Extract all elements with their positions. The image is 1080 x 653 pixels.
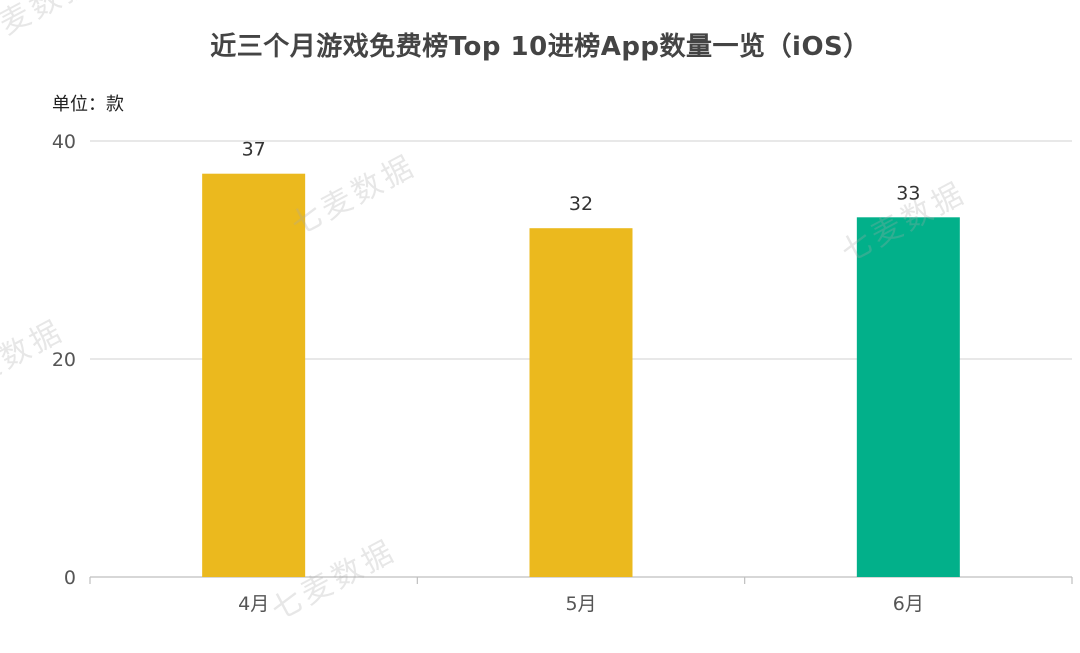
x-tick-label: 4月: [238, 593, 269, 615]
chart-title: 近三个月游戏免费榜Top 10进榜App数量一览（iOS）: [210, 32, 870, 62]
bar: [856, 217, 960, 578]
data-label: 33: [896, 182, 920, 204]
y-tick-label: 20: [52, 349, 76, 371]
unit-label: 单位：款: [52, 94, 124, 115]
data-label: 37: [242, 139, 266, 161]
x-tick-label: 6月: [893, 593, 924, 615]
x-tick-label: 5月: [565, 593, 596, 615]
data-label: 32: [569, 193, 593, 215]
bar: [202, 173, 306, 577]
y-tick-label: 0: [64, 567, 76, 589]
bar: [529, 228, 633, 577]
y-tick-label: 40: [52, 131, 76, 153]
